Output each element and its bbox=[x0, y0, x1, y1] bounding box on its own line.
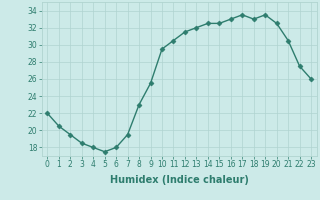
X-axis label: Humidex (Indice chaleur): Humidex (Indice chaleur) bbox=[110, 175, 249, 185]
